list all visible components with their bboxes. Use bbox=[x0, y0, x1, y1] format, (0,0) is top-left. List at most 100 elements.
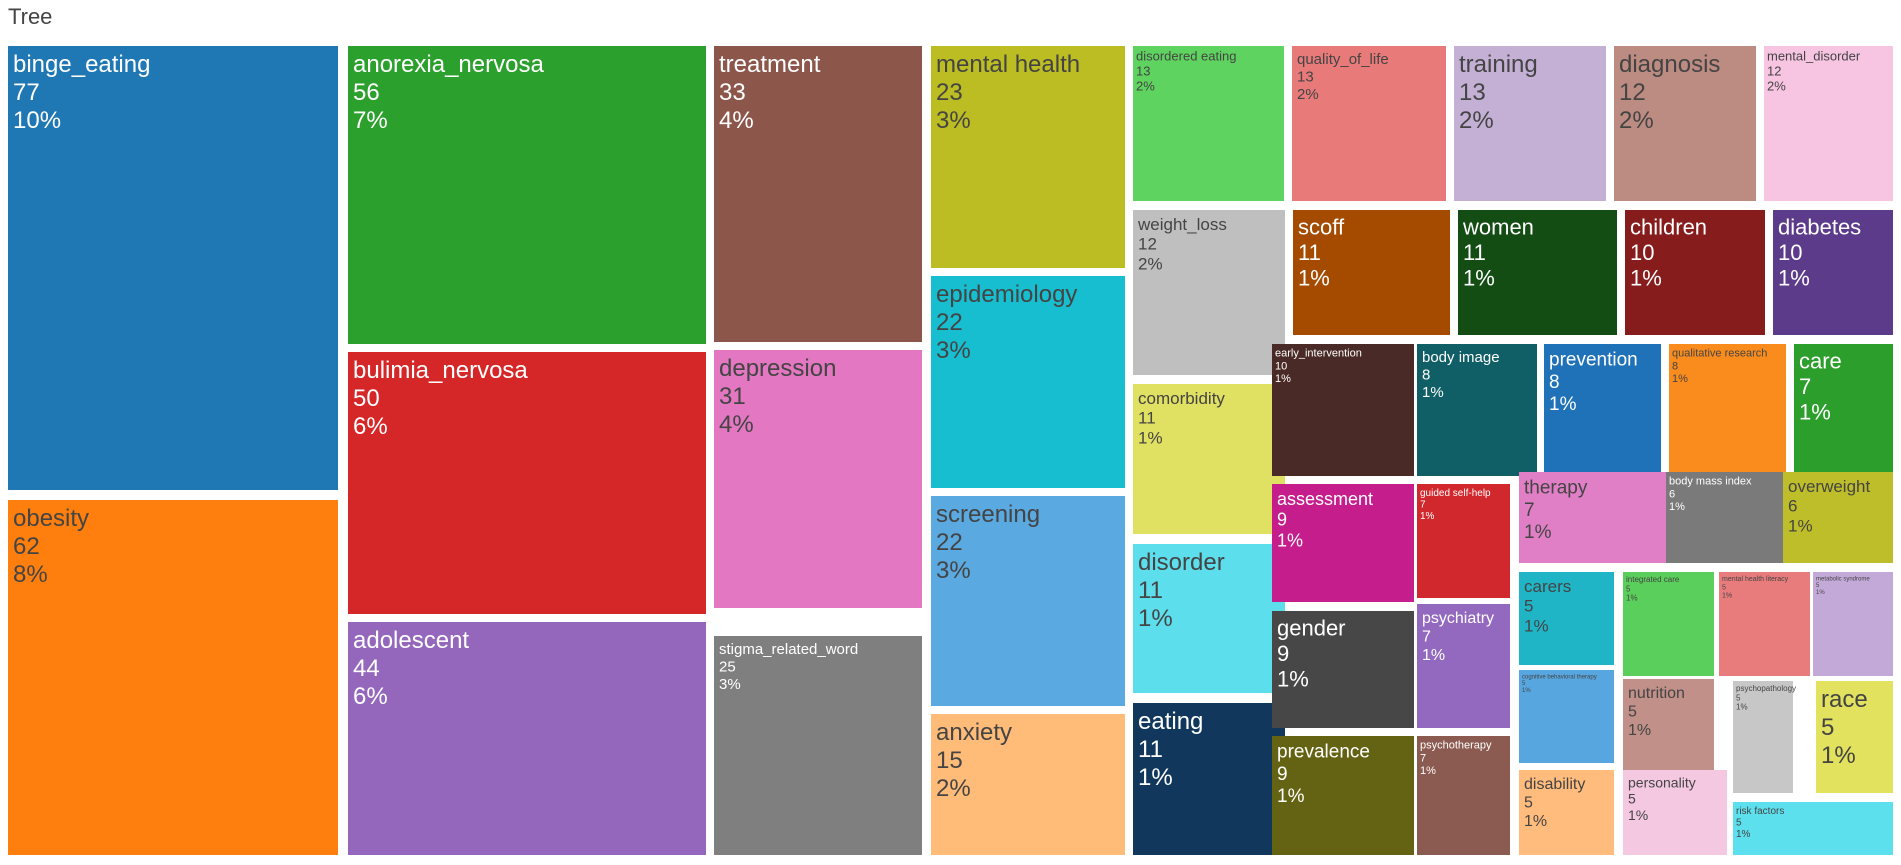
treemap-tile-adolescent[interactable] bbox=[348, 622, 706, 855]
treemap-tile-overweight[interactable] bbox=[1783, 472, 1893, 563]
treemap-percent-training: 2% bbox=[1459, 107, 1494, 134]
treemap-label-children: children bbox=[1630, 214, 1707, 239]
treemap-label-anxiety: anxiety bbox=[936, 719, 1012, 746]
treemap-value-epidemiology: 22 bbox=[936, 309, 963, 336]
treemap-label-mental-disorder: mental_disorder bbox=[1767, 48, 1861, 63]
treemap-tile-personality[interactable] bbox=[1623, 770, 1727, 855]
treemap-tile-race[interactable] bbox=[1816, 681, 1893, 793]
treemap-tile-mental-health-literacy[interactable] bbox=[1719, 572, 1810, 676]
treemap-tile-quality-of-life[interactable] bbox=[1292, 46, 1446, 201]
treemap-tile-screening[interactable] bbox=[931, 496, 1125, 706]
treemap-tile-disorder[interactable] bbox=[1133, 544, 1285, 693]
treemap-value-obesity: 62 bbox=[13, 533, 40, 560]
treemap-value-qualitative-research: 8 bbox=[1672, 360, 1678, 372]
treemap-value-bulimia-nervosa: 50 bbox=[353, 385, 380, 412]
treemap-tile-body-image[interactable] bbox=[1417, 344, 1537, 476]
treemap-tile-carers[interactable] bbox=[1519, 572, 1614, 665]
treemap-value-mental-health: 23 bbox=[936, 79, 963, 106]
treemap-tile-treatment[interactable] bbox=[714, 46, 922, 342]
treemap-tile-mental-disorder[interactable] bbox=[1764, 46, 1893, 201]
treemap-tile-stigma-related-word[interactable] bbox=[714, 636, 922, 855]
treemap-label-overweight: overweight bbox=[1788, 477, 1870, 496]
treemap-value-mental-disorder: 12 bbox=[1767, 64, 1781, 79]
treemap-percent-gender: 1% bbox=[1277, 666, 1309, 691]
treemap-tile-psychiatry[interactable] bbox=[1417, 604, 1510, 728]
treemap-tile-children[interactable] bbox=[1625, 210, 1765, 335]
treemap-percent-diagnosis: 2% bbox=[1619, 107, 1654, 134]
treemap-label-prevalence: prevalence bbox=[1277, 742, 1370, 763]
treemap-tile-bulimia-nervosa[interactable] bbox=[348, 352, 706, 614]
treemap-tile-psychopathology[interactable] bbox=[1733, 681, 1793, 793]
treemap-value-stigma-related-word: 25 bbox=[719, 659, 736, 676]
treemap-tile-mental-health[interactable] bbox=[931, 46, 1125, 268]
treemap-tile-care[interactable] bbox=[1794, 344, 1893, 476]
treemap-tile-diabetes[interactable] bbox=[1773, 210, 1893, 335]
treemap-value-adolescent: 44 bbox=[353, 655, 380, 682]
treemap-percent-nutrition: 1% bbox=[1628, 722, 1651, 739]
treemap-tile-disability[interactable] bbox=[1519, 770, 1614, 855]
treemap-tile-body-mass-index[interactable] bbox=[1666, 472, 1785, 563]
treemap-tile-guided-self-help[interactable] bbox=[1417, 484, 1510, 598]
treemap-tile-metabolic-syndrome[interactable] bbox=[1813, 572, 1893, 676]
treemap-label-weight-loss: weight_loss bbox=[1137, 215, 1227, 234]
treemap-tile-prevention[interactable] bbox=[1544, 344, 1661, 476]
treemap-tile-disordered-eating[interactable] bbox=[1133, 46, 1284, 201]
treemap-label-treatment: treatment bbox=[719, 51, 821, 78]
treemap-tile-gender[interactable] bbox=[1272, 611, 1414, 728]
treemap-label-disorder: disorder bbox=[1138, 549, 1225, 576]
treemap-value-prevalence: 9 bbox=[1277, 764, 1288, 785]
treemap-tile-integrated-care[interactable] bbox=[1623, 572, 1714, 676]
treemap-tile-obesity[interactable] bbox=[8, 500, 338, 855]
treemap-label-early-intervention: early_intervention bbox=[1275, 348, 1362, 360]
treemap-tile-weight-loss[interactable] bbox=[1133, 210, 1285, 375]
treemap-label-women: women bbox=[1462, 214, 1534, 239]
treemap-percent-cognitive-behavioral-therapy: 1% bbox=[1522, 688, 1531, 694]
treemap-value-quality-of-life: 13 bbox=[1297, 69, 1314, 86]
treemap-value-carers: 5 bbox=[1524, 597, 1533, 616]
treemap-tile-women[interactable] bbox=[1458, 210, 1617, 335]
treemap-label-training: training bbox=[1459, 51, 1538, 78]
treemap-tile-risk-factors[interactable] bbox=[1733, 802, 1893, 855]
treemap-tile-eating[interactable] bbox=[1133, 703, 1285, 855]
treemap-label-psychotherapy: psychotherapy bbox=[1420, 740, 1492, 752]
treemap-tile-epidemiology[interactable] bbox=[931, 276, 1125, 488]
treemap-tile-nutrition[interactable] bbox=[1623, 679, 1714, 779]
treemap-label-disability: disability bbox=[1524, 776, 1585, 793]
treemap-tile-scoff[interactable] bbox=[1293, 210, 1450, 335]
treemap-value-disability: 5 bbox=[1524, 795, 1533, 812]
treemap-label-mental-health: mental health bbox=[936, 51, 1080, 78]
treemap-tile-anorexia-nervosa[interactable] bbox=[348, 46, 706, 344]
treemap-tile-comorbidity[interactable] bbox=[1133, 384, 1285, 534]
treemap-tile-binge-eating[interactable] bbox=[8, 46, 338, 490]
treemap-value-women: 11 bbox=[1463, 240, 1486, 265]
treemap-percent-binge-eating: 10% bbox=[13, 107, 61, 134]
treemap-value-binge-eating: 77 bbox=[13, 79, 40, 106]
treemap-tile-assessment[interactable] bbox=[1272, 484, 1414, 602]
treemap-label-epidemiology: epidemiology bbox=[936, 281, 1077, 308]
treemap-label-diabetes: diabetes bbox=[1778, 214, 1861, 239]
treemap-value-therapy: 7 bbox=[1524, 500, 1535, 521]
treemap-tile-training[interactable] bbox=[1454, 46, 1606, 201]
treemap-value-psychopathology: 5 bbox=[1736, 693, 1741, 702]
treemap-value-risk-factors: 5 bbox=[1736, 817, 1742, 828]
treemap-label-adolescent: adolescent bbox=[353, 627, 469, 654]
treemap-percent-psychiatry: 1% bbox=[1422, 647, 1445, 664]
treemap-tile-cognitive-behavioral-therapy[interactable] bbox=[1519, 670, 1614, 763]
treemap-tile-psychotherapy[interactable] bbox=[1417, 736, 1510, 855]
treemap-tile-early-intervention[interactable] bbox=[1272, 344, 1414, 476]
treemap-tile-diagnosis[interactable] bbox=[1614, 46, 1756, 201]
treemap-tile-therapy[interactable] bbox=[1519, 472, 1666, 563]
treemap-tile-prevalence[interactable] bbox=[1272, 736, 1414, 855]
treemap-value-comorbidity: 11 bbox=[1138, 409, 1156, 428]
treemap-value-eating: 11 bbox=[1138, 736, 1163, 763]
treemap-percent-treatment: 4% bbox=[719, 107, 754, 134]
treemap-label-obesity: obesity bbox=[13, 505, 89, 532]
treemap-percent-early-intervention: 1% bbox=[1275, 373, 1291, 385]
treemap-percent-psychotherapy: 1% bbox=[1420, 765, 1436, 777]
treemap-percent-women: 1% bbox=[1463, 265, 1495, 290]
treemap-tile-anxiety[interactable] bbox=[931, 714, 1125, 855]
treemap-tile-qualitative-research[interactable] bbox=[1669, 344, 1786, 476]
treemap-tile-depression[interactable] bbox=[714, 350, 922, 608]
treemap-value-psychotherapy: 7 bbox=[1420, 752, 1426, 764]
